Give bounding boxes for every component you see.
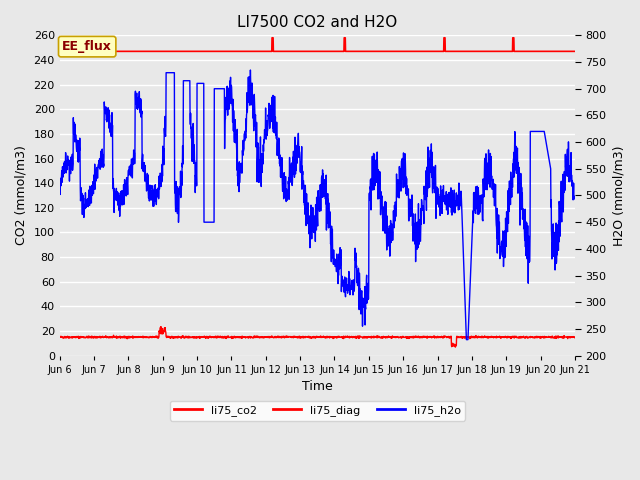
- Title: LI7500 CO2 and H2O: LI7500 CO2 and H2O: [237, 15, 397, 30]
- Y-axis label: CO2 (mmol/m3): CO2 (mmol/m3): [15, 145, 28, 245]
- Legend: li75_co2, li75_diag, li75_h2o: li75_co2, li75_diag, li75_h2o: [170, 401, 465, 420]
- Y-axis label: H2O (mmol/m3): H2O (mmol/m3): [612, 145, 625, 246]
- X-axis label: Time: Time: [302, 380, 333, 393]
- Text: EE_flux: EE_flux: [62, 40, 112, 53]
